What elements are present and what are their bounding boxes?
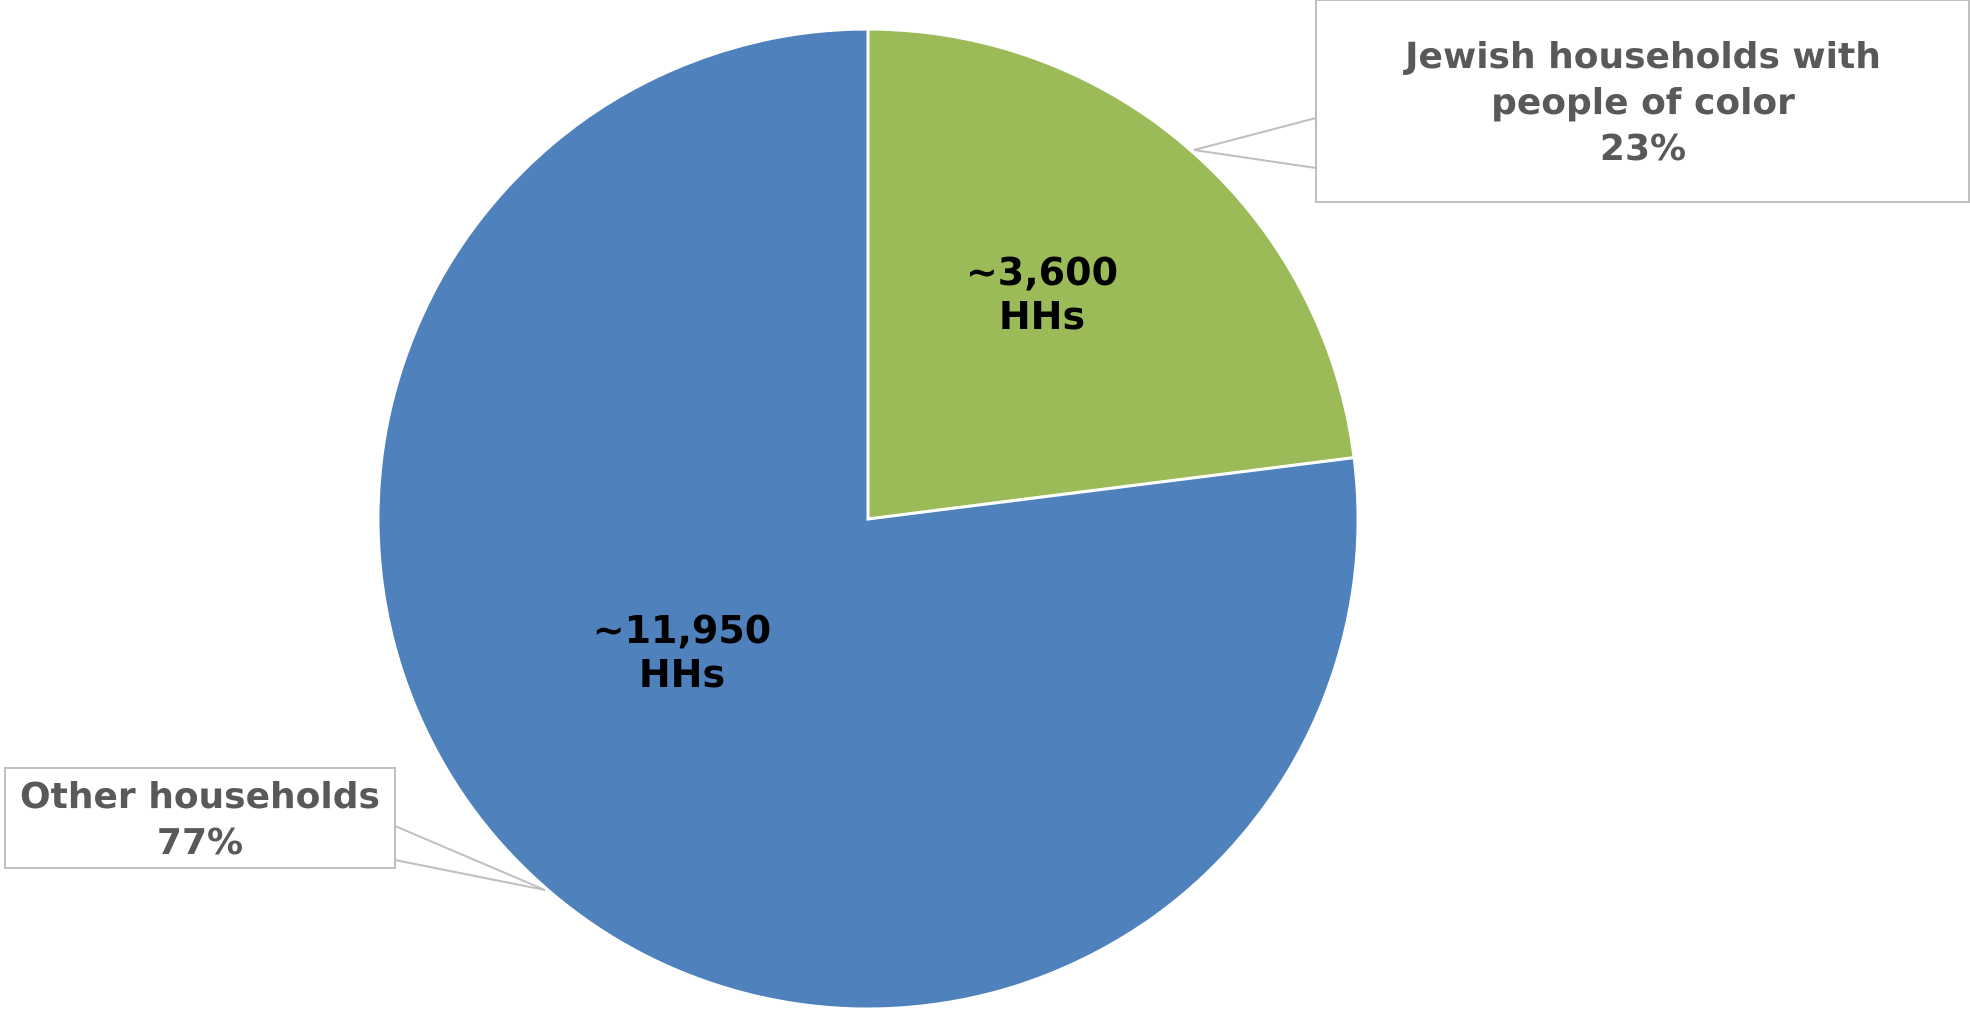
value-label-line: HHs (639, 652, 725, 696)
value-label-line: ~11,950 (593, 608, 771, 652)
other-households-callout-box (4, 767, 396, 869)
slices-layer (376, 27, 1360, 1011)
leader-lines-layer (394, 117, 1317, 891)
jewish-households-callout-text: Jewish households with people of color 23% (1402, 36, 1881, 169)
jewish-households-callout-box (1315, 0, 1970, 203)
value-labels-layer: ~3,600 HHs~11,950 HHs (593, 250, 1118, 696)
callout-line: Jewish households with (1402, 36, 1881, 77)
other-households-callout-leader-line (394, 825, 546, 891)
other-households-callout-text: Other households 77% (20, 776, 380, 863)
value-label-line: ~3,600 (966, 250, 1118, 294)
callout-line: Other households (20, 776, 380, 817)
callouts-layer: Jewish households with people of color 23%… (4, 0, 1970, 869)
pie-slice-jewish-households (866, 27, 1356, 521)
callout-line: 23% (1600, 128, 1686, 169)
callout-line: people of color (1491, 82, 1795, 123)
pie-slice-other-households (376, 27, 1360, 1011)
value-label-line: HHs (999, 294, 1085, 338)
callout-line: 77% (157, 822, 243, 863)
value-label-jewish-households: ~3,600 HHs (966, 250, 1118, 338)
value-label-other-households: ~11,950 HHs (593, 608, 771, 696)
jewish-households-callout-leader-line (1193, 117, 1317, 169)
